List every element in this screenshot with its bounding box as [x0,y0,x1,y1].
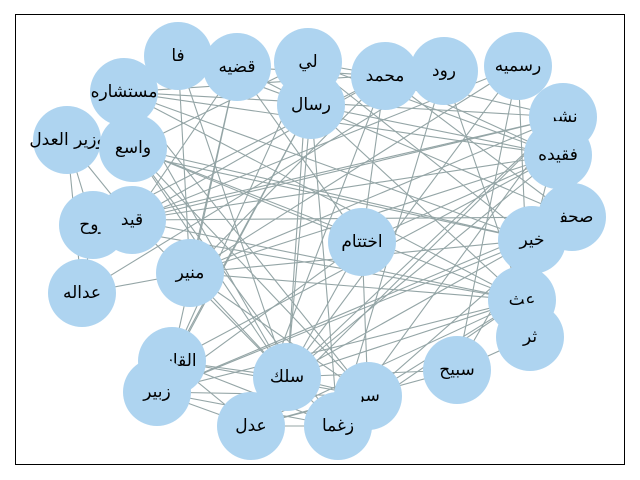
edge-rasal-silk [286,104,312,378]
node-circle [33,106,101,174]
edge-faqidah-qayd [131,154,559,221]
node-label: وزير العدل [29,130,104,150]
node-label: اختتام [341,232,382,252]
node-sabih: سبيح [423,336,491,404]
node-rud: رود [410,37,478,105]
node-label: عدل [235,416,266,436]
edge-wasie-ath [132,147,523,301]
node-label: رود [432,61,456,81]
node-zubayr: زبير [123,358,191,426]
node-circle [498,206,566,274]
node-adalah: عداله [48,259,116,327]
node-qadhiyah: قضيه [203,33,271,101]
edge-wasie-sirr [132,147,369,397]
node-label: ثر [522,327,537,347]
node-mustasharah: مستشاره [90,58,158,126]
node-label: زغما [322,416,354,436]
edge-muhammad-sahaf [384,75,573,218]
node-label: رسال [291,95,331,115]
node-label: قضيه [218,57,255,77]
node-label: سلك [270,367,304,387]
node-muhammad: محمد [351,42,419,110]
node-label: واسع [115,138,151,158]
edge-muhammad-munir [189,75,386,274]
node-label: محمد [366,66,405,86]
edge-ath-silk [286,299,523,378]
edge-qadhiyah-qasim [171,66,238,362]
edge-rasmiyah-munir [189,65,519,274]
node-circle [156,239,224,307]
node-circle [496,303,564,371]
node-silk: سلك [253,343,321,411]
node-circle [144,22,212,90]
node-label: فا [171,46,184,66]
node-circle [253,343,321,411]
node-circle [99,114,167,182]
node-fa: فا [144,22,212,90]
edge-fa-silk [177,55,288,378]
node-thar: ثر [496,303,564,371]
edge-rasmiyah-silk [286,65,519,378]
edge-ruh-ath [92,224,523,301]
node-label: قيد [121,210,143,230]
edge-rasal-ath [310,104,523,301]
node-wasie: واسع [99,114,167,182]
edge-wasie-khayr [132,147,533,241]
edge-khayr-silk [286,239,533,378]
edge-wasie-ikhtitam [132,147,363,243]
node-label: مستشاره [91,82,158,102]
node-circle [98,186,166,254]
edge-nashr-qayd [131,116,564,221]
node-circle [217,392,285,460]
node-circle [423,336,491,404]
node-adl: عدل [217,392,285,460]
edge-rasal-sahaf [310,104,573,218]
node-ikhtitam: اختتام [328,208,396,276]
edge-munir-ath [189,272,523,301]
node-label: فقيده [538,145,578,165]
edge-nashr-ruh [92,116,564,226]
edge-khayr-zubayr [156,239,533,393]
node-label: لي [298,52,317,72]
node-khayr: خير [498,206,566,274]
node-qayd: قيد [98,186,166,254]
edge-faqidah-silk [286,154,559,378]
node-circle [277,71,345,139]
node-circle [484,32,552,100]
node-faqidah: فقيده [524,121,592,189]
node-circle [304,392,372,460]
node-circle [328,208,396,276]
node-circle [524,121,592,189]
node-circle [90,58,158,126]
node-circle [351,42,419,110]
node-zughma: زغما [304,392,372,460]
edge-nashr-silk [286,116,564,378]
node-label: عداله [63,283,101,303]
node-label: زبير [142,382,170,402]
node-label: رسميه [495,56,542,76]
node-label: صحف [550,207,593,227]
node-label: سبيح [439,360,474,380]
node-rasal: رسال [277,71,345,139]
node-circle [123,358,191,426]
node-circle [410,37,478,105]
node-wazir: وزير العدل [29,106,105,174]
node-circle [48,259,116,327]
node-munir: منير [156,239,224,307]
node-rasmiyah: رسميه [484,32,552,100]
edge-rasal-faqidah [310,104,559,156]
edge-mustasharah-faqidah [123,91,559,156]
node-circle [203,33,271,101]
edge-munir-sirr [189,272,369,397]
node-label: خير [518,230,544,250]
edge-qadhiyah-ikhtitam [236,66,363,243]
edge-faqidah-ikhtitam [361,154,559,243]
node-label: منير [175,263,205,283]
edge-fa-munir [177,55,191,274]
node-label: سر [355,386,380,406]
edge-nashr-munir [189,116,564,274]
edge-ath-zubayr [156,299,523,393]
